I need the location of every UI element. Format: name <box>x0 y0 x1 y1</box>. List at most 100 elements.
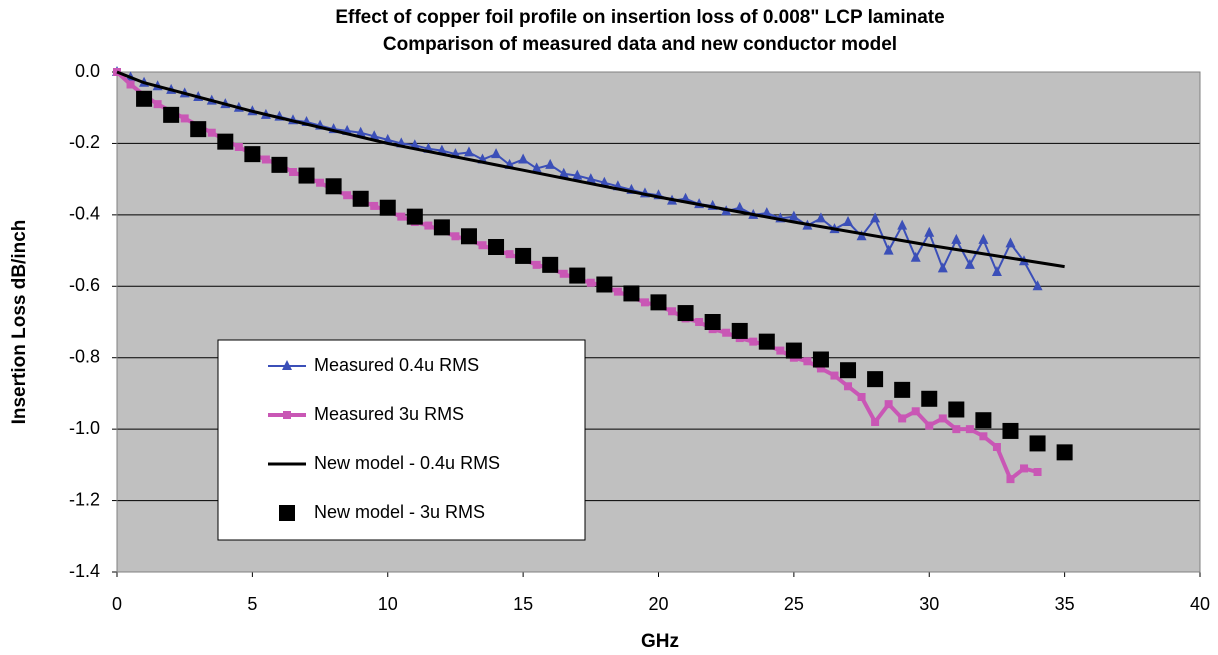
marker <box>1002 422 1019 439</box>
marker <box>867 371 884 388</box>
marker <box>803 357 812 366</box>
marker <box>884 400 893 409</box>
marker <box>975 412 992 429</box>
marker <box>925 421 934 430</box>
marker <box>897 219 908 230</box>
series-line <box>116 70 1065 269</box>
y-tick-label: -0.2 <box>69 132 100 152</box>
marker <box>355 126 366 137</box>
marker <box>518 153 529 164</box>
marker <box>668 307 677 316</box>
marker <box>190 121 207 138</box>
marker <box>585 173 596 184</box>
marker <box>478 241 487 250</box>
marker <box>545 158 556 169</box>
marker <box>409 139 420 150</box>
marker <box>815 212 826 223</box>
marker <box>325 178 342 195</box>
marker <box>1005 237 1016 248</box>
marker <box>910 251 921 262</box>
marker <box>126 80 135 89</box>
x-tick-label: 10 <box>378 594 398 614</box>
marker <box>613 287 622 296</box>
marker <box>424 221 433 230</box>
chart-title: Effect of copper foil profile on inserti… <box>335 7 944 28</box>
marker <box>964 258 975 269</box>
marker <box>677 305 694 322</box>
x-tick-label: 20 <box>648 594 668 614</box>
marker <box>491 148 502 159</box>
marker <box>991 266 1002 276</box>
marker <box>992 443 1001 451</box>
x-tick-label: 5 <box>247 594 257 614</box>
marker <box>532 260 541 269</box>
marker <box>1006 475 1015 484</box>
marker <box>515 247 532 264</box>
marker <box>785 342 802 359</box>
y-tick-label: -0.8 <box>69 346 100 366</box>
marker <box>788 210 799 221</box>
y-tick-label: -0.4 <box>69 204 100 224</box>
x-tick-label: 15 <box>513 594 533 614</box>
marker <box>938 414 947 423</box>
marker <box>261 155 270 164</box>
marker <box>271 156 288 173</box>
marker <box>153 100 162 109</box>
marker <box>397 212 406 221</box>
marker <box>650 294 667 311</box>
marker <box>569 267 586 284</box>
marker <box>542 256 559 273</box>
marker <box>1029 435 1046 452</box>
marker <box>722 328 731 337</box>
marker <box>436 144 447 155</box>
marker <box>840 362 857 379</box>
marker <box>857 393 866 401</box>
marker <box>136 90 153 107</box>
legend-label: New model - 0.4u RMS <box>314 453 500 473</box>
marker <box>433 219 450 236</box>
marker <box>559 269 568 278</box>
marker <box>937 262 948 273</box>
legend-label: New model - 3u RMS <box>314 502 485 522</box>
marker <box>965 425 974 434</box>
marker <box>586 278 595 287</box>
marker <box>352 190 369 207</box>
y-tick-label: -1.2 <box>69 489 100 509</box>
marker <box>451 232 460 241</box>
marker <box>911 407 920 416</box>
marker <box>898 414 907 423</box>
marker <box>572 169 583 180</box>
marker <box>623 285 640 302</box>
marker <box>979 432 988 441</box>
marker <box>952 425 961 434</box>
marker <box>948 401 965 418</box>
marker <box>758 333 775 350</box>
marker <box>921 390 938 407</box>
marker <box>812 351 829 368</box>
legend-marker <box>279 505 295 521</box>
marker <box>463 146 474 157</box>
marker <box>599 176 610 187</box>
marker <box>924 226 935 237</box>
marker <box>870 212 881 223</box>
x-tick-label: 0 <box>112 594 122 614</box>
marker <box>316 178 325 187</box>
marker <box>1020 464 1029 473</box>
marker <box>883 244 894 255</box>
x-axis-label: GHz <box>641 631 679 652</box>
marker <box>369 130 380 141</box>
marker <box>298 167 315 184</box>
marker <box>163 106 180 123</box>
marker <box>596 276 613 293</box>
y-tick-label: -1.4 <box>69 561 100 581</box>
marker <box>370 201 379 210</box>
marker <box>1056 444 1073 461</box>
marker <box>951 233 962 244</box>
marker <box>856 230 867 241</box>
marker <box>343 191 352 200</box>
marker <box>379 199 396 216</box>
x-tick-label: 30 <box>919 594 939 614</box>
marker <box>640 298 649 307</box>
plot-border <box>116 71 1201 573</box>
marker <box>731 322 748 339</box>
